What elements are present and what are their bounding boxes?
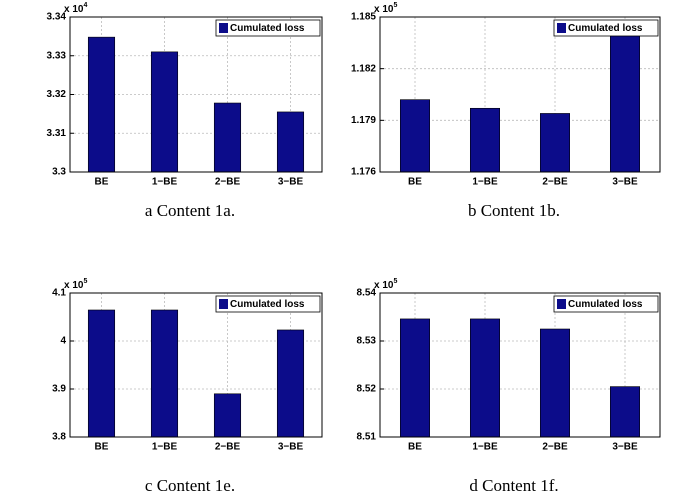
legend-box [553, 295, 659, 313]
bar [469, 318, 500, 438]
bar [539, 113, 570, 173]
legend-label: Cumulated loss [230, 23, 305, 34]
y-tick-label: 1.179 [351, 115, 376, 126]
y-tick-label: 3.33 [47, 50, 67, 61]
y-multiplier-base: x 10 [374, 4, 394, 15]
bar [213, 102, 242, 173]
y-tick-label: 4.1 [52, 288, 66, 299]
y-multiplier: x 105 [64, 278, 87, 291]
x-tick-label: 3−BE [612, 442, 638, 453]
y-multiplier-base: x 10 [64, 4, 84, 15]
bar [87, 309, 116, 438]
y-tick-label: 1.182 [351, 63, 376, 74]
x-tick-label: 1−BE [472, 442, 498, 453]
bar [213, 393, 242, 438]
x-tick-label: 1−BE [152, 442, 178, 453]
legend-box [553, 19, 659, 37]
axes-frame [379, 292, 661, 438]
bar [150, 51, 179, 173]
legend-swatch [557, 23, 566, 33]
legend-label: Cumulated loss [568, 299, 643, 310]
bar [399, 99, 430, 173]
y-tick-label: 4 [60, 336, 66, 347]
y-tick-label: 3.9 [52, 384, 66, 395]
y-multiplier: x 104 [64, 2, 87, 15]
y-tick-label: 3.34 [47, 12, 67, 23]
chart-panel: 3.8 3.9 4 4.1 BE 1−BE 2−BE 3−BE x 105 Cumulated l… [52, 278, 323, 495]
y-tick-label: 3.8 [52, 432, 66, 443]
chart-panel: 8.51 8.52 8.53 8.54 BE 1−BE 2−BE 3−BE x 105 Cumul… [357, 278, 661, 495]
bar [150, 309, 179, 438]
y-multiplier: x 105 [374, 278, 397, 291]
chart-panel: 1.176 1.179 1.182 1.185 BE 1−BE 2−BE 3−BE x 105 C… [351, 2, 661, 220]
y-tick-label: 1.176 [351, 167, 376, 178]
x-tick-label: BE [408, 177, 422, 188]
x-tick-label: 1−BE [472, 177, 498, 188]
y-tick-label: 8.53 [357, 336, 377, 347]
legend-swatch [219, 299, 228, 309]
y-multiplier-exp: 4 [83, 2, 87, 9]
y-multiplier-exp: 5 [393, 278, 397, 285]
y-multiplier-exp: 5 [83, 278, 87, 285]
caption: b Content 1b. [468, 201, 560, 220]
legend-label: Cumulated loss [568, 23, 643, 34]
legend-label: Cumulated loss [230, 299, 305, 310]
legend-swatch [557, 299, 566, 309]
bar [276, 111, 305, 173]
bar [276, 329, 305, 438]
axes-frame [69, 292, 323, 438]
y-tick-label: 3.3 [52, 167, 66, 178]
y-tick-label: 3.32 [47, 89, 67, 100]
x-tick-label: BE [95, 177, 109, 188]
x-tick-label: 2−BE [542, 177, 568, 188]
axes-frame [69, 16, 323, 173]
x-tick-label: 1−BE [152, 177, 178, 188]
x-tick-label: 2−BE [215, 177, 241, 188]
bar [399, 318, 430, 438]
legend-swatch [219, 23, 228, 33]
x-tick-label: 3−BE [278, 177, 304, 188]
bar [87, 36, 116, 173]
legend-box [215, 19, 321, 37]
y-multiplier-base: x 10 [64, 280, 84, 291]
y-tick-label: 1.185 [351, 12, 376, 23]
y-multiplier-exp: 5 [393, 2, 397, 9]
caption: d Content 1f. [469, 476, 558, 495]
caption: c Content 1e. [145, 476, 235, 495]
bar [609, 20, 640, 173]
legend-box [215, 295, 321, 313]
bar [539, 328, 570, 438]
x-tick-label: 2−BE [215, 442, 241, 453]
x-tick-label: 3−BE [612, 177, 638, 188]
y-tick-label: 8.52 [357, 384, 377, 395]
y-multiplier: x 105 [374, 2, 397, 15]
y-tick-label: 3.31 [47, 128, 67, 139]
bar [469, 107, 500, 173]
bar [609, 386, 640, 438]
y-multiplier-base: x 10 [374, 280, 394, 291]
axes-frame [379, 16, 661, 173]
x-tick-label: BE [408, 442, 422, 453]
caption: a Content 1a. [145, 201, 235, 220]
x-tick-label: 2−BE [542, 442, 568, 453]
x-tick-label: 3−BE [278, 442, 304, 453]
y-tick-label: 8.54 [357, 288, 377, 299]
y-tick-label: 8.51 [357, 432, 377, 443]
chart-panel: 3.3 3.31 3.32 3.33 3.34 BE 1−BE 2−BE 3−BE x 104 Cu… [47, 2, 323, 220]
x-tick-label: BE [95, 442, 109, 453]
